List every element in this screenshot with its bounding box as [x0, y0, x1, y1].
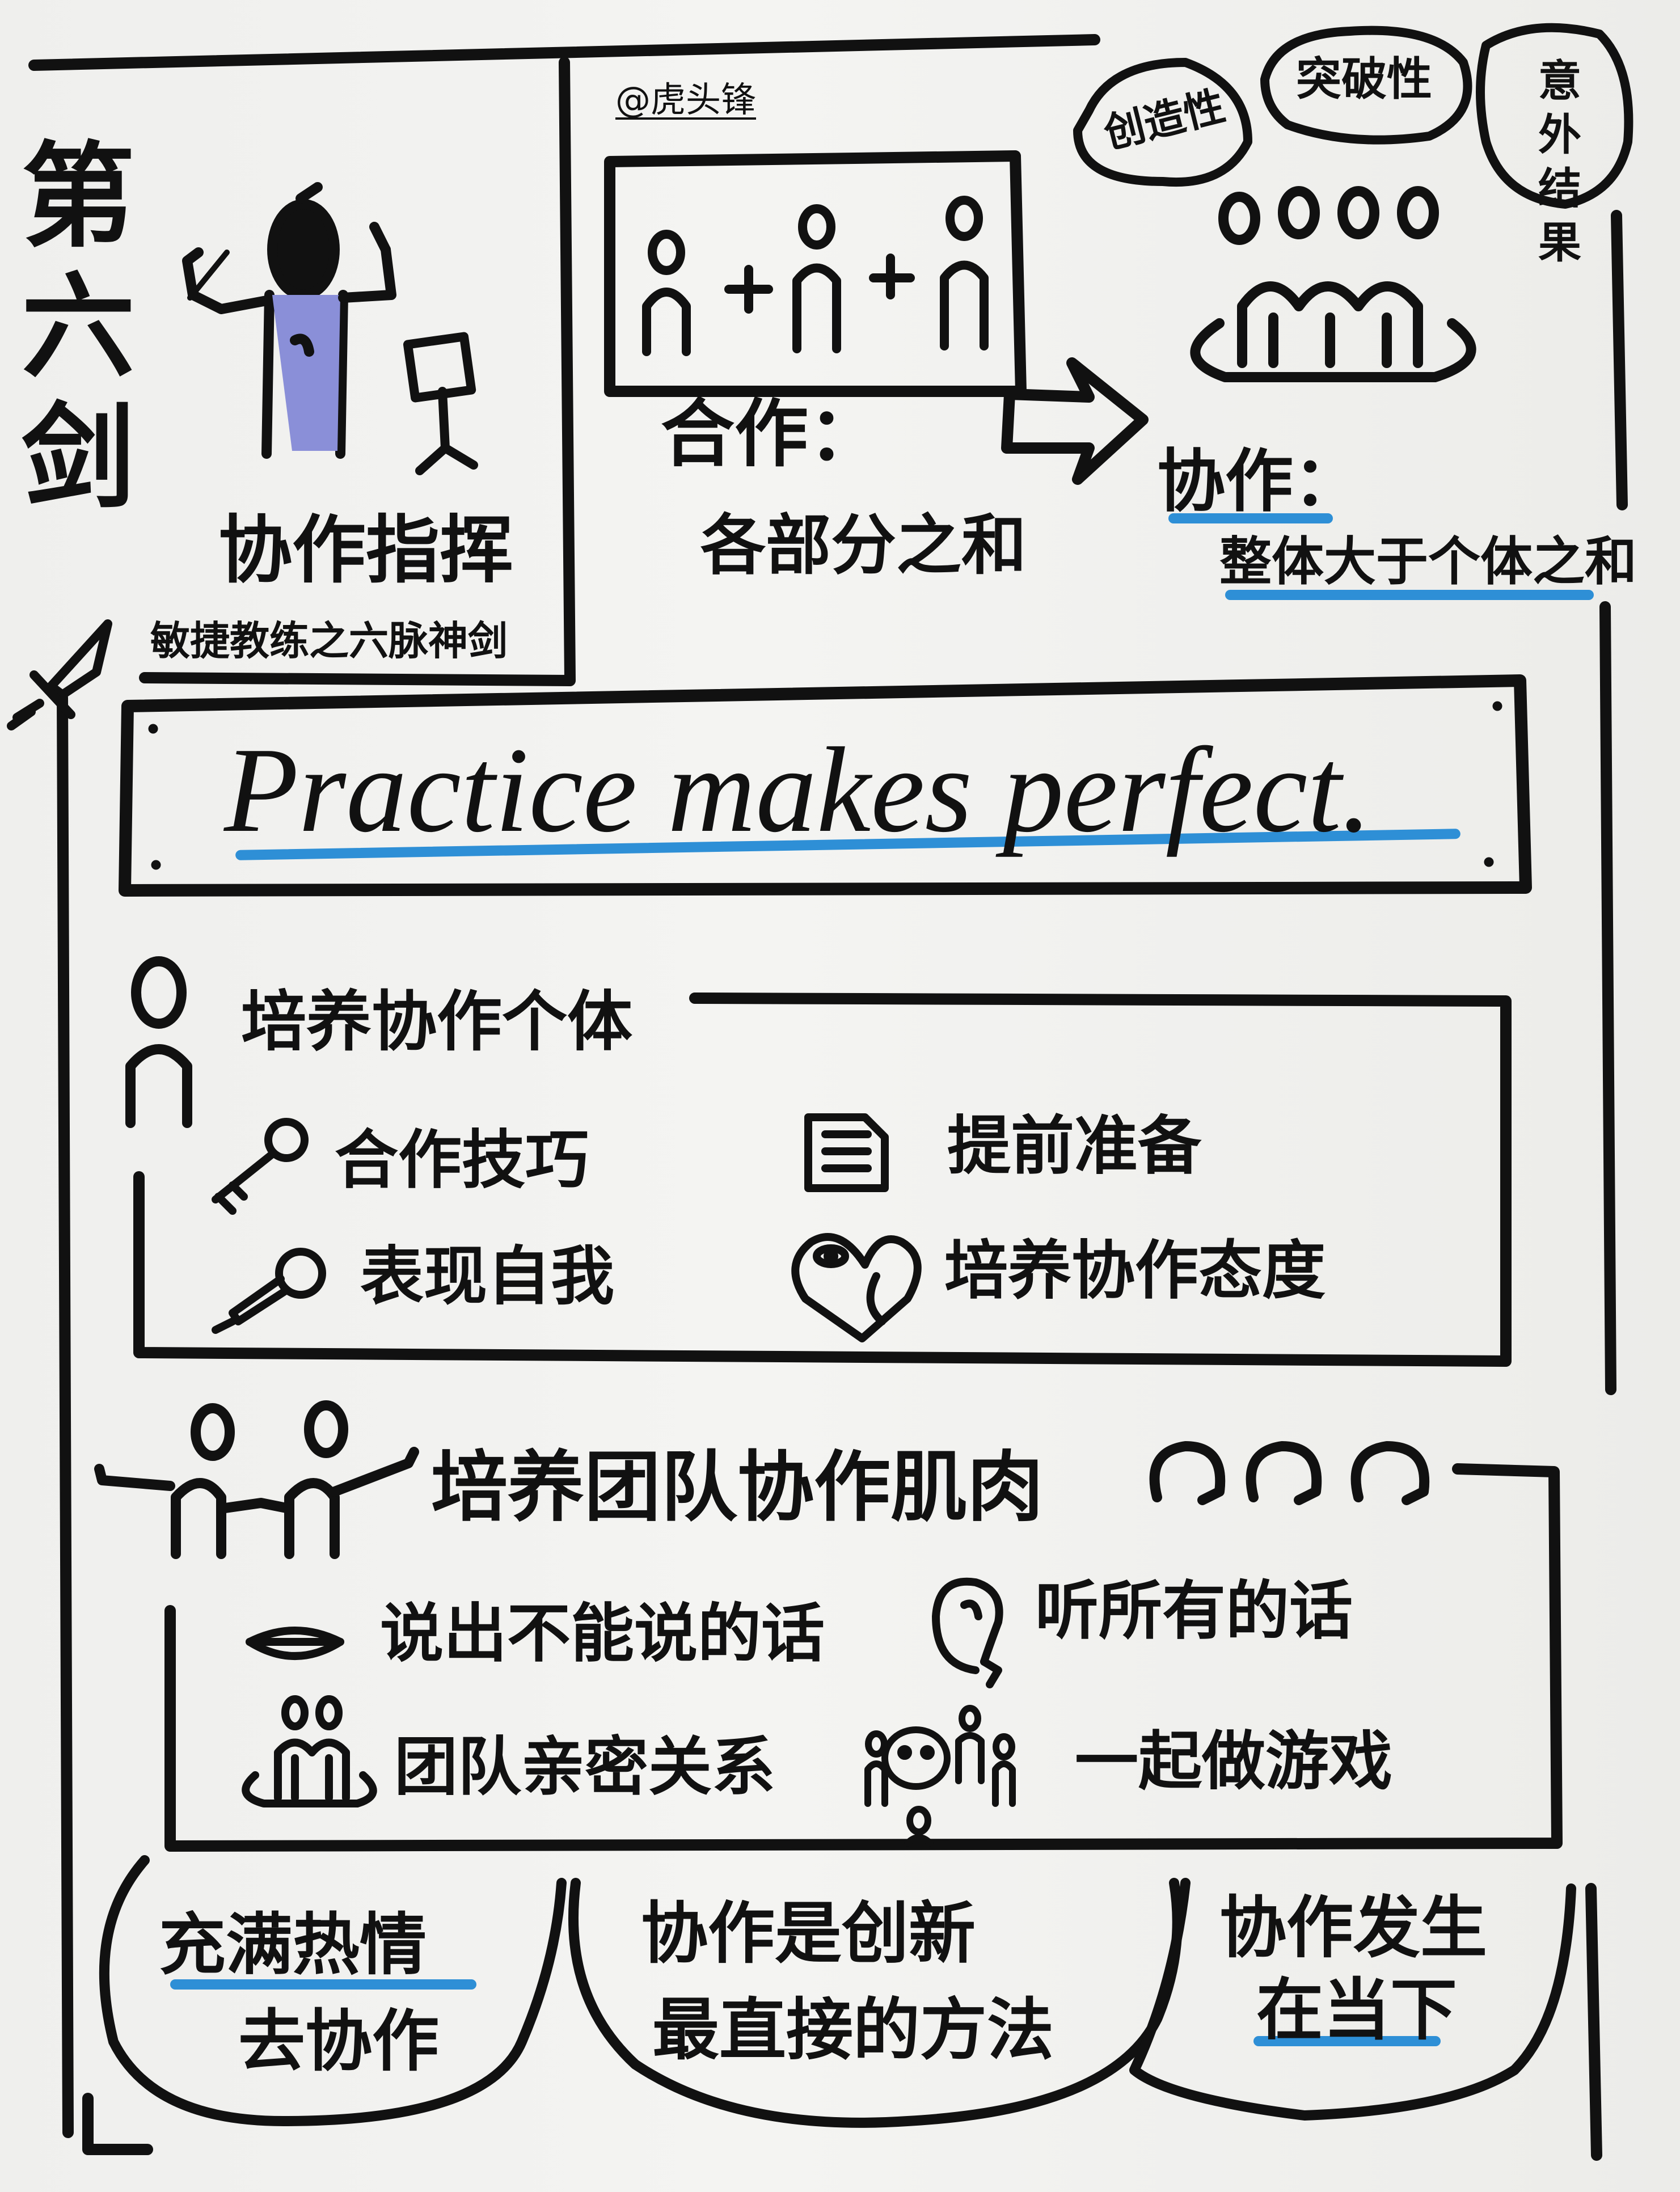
- footer-left-line2: 去协作: [238, 2002, 440, 2080]
- highlight-footer-left: [170, 1979, 476, 1990]
- ear-icon: [932, 1577, 1003, 1688]
- footer-middle-line2: 最直接的方法: [652, 1991, 1054, 2069]
- footer-middle-line1: 协作是创新: [641, 1894, 976, 1973]
- team-heading: 培养团队协作肌肉: [431, 1443, 1044, 1532]
- individual-box: [133, 992, 1512, 1367]
- individual-item-skills: 合作技巧: [335, 1124, 589, 1197]
- motto-text: Practice makes perfect.: [224, 722, 1372, 858]
- conductor-figure: [182, 182, 396, 459]
- highlight-footer-right: [1253, 2036, 1441, 2046]
- individual-person-icon: [125, 956, 192, 1128]
- individual-item-attitude: 培养协作态度: [944, 1234, 1326, 1308]
- microphone-icon: [212, 1248, 326, 1334]
- lips-icon: [246, 1627, 344, 1660]
- chapter-title: 第六剑: [2, 136, 135, 527]
- page-frame: [28, 34, 1628, 2161]
- team-box: [164, 1463, 1563, 1852]
- motto-box: [119, 674, 1532, 897]
- collaboration-label: 协作：: [1157, 442, 1361, 521]
- cooperation-people: [642, 196, 989, 356]
- footer-right-line2: 在当下: [1256, 1971, 1458, 2049]
- highlight-collab-desc: [1225, 590, 1594, 600]
- footer-bowls: [99, 1855, 1576, 2128]
- footer-right-line1: 协作发生: [1219, 1889, 1488, 1967]
- arrow-right-icon: [1001, 357, 1149, 485]
- tool-name: 协作指挥: [218, 507, 514, 593]
- individual-item-express: 表现自我: [360, 1240, 614, 1313]
- team-item-listen: 听所有的话: [1035, 1574, 1353, 1648]
- muscle-icons: [1149, 1441, 1430, 1505]
- team-icon: [242, 1695, 377, 1807]
- footer-left-line1: 充满热情: [159, 1906, 427, 1984]
- cooperation-desc: 各部分之和: [700, 508, 1027, 584]
- title-box: [139, 57, 576, 686]
- sword-icon: [7, 619, 112, 730]
- collaboration-desc: 整体大于个体之和: [1219, 531, 1637, 592]
- individual-item-prepare: 提前准备: [947, 1109, 1201, 1183]
- document-icon: [804, 1113, 889, 1192]
- watermark: @虎头锋: [615, 79, 757, 120]
- team-item-intimacy: 团队亲密关系: [394, 1730, 775, 1804]
- heart-eye-icon: [791, 1233, 922, 1342]
- team-item-games: 一起做游戏: [1075, 1725, 1392, 1798]
- baton: [187, 250, 230, 301]
- key-icon: [212, 1118, 309, 1215]
- cooperation-label: 合作：: [661, 391, 883, 477]
- bubble-breakthrough: 突破性: [1296, 53, 1432, 105]
- play-together-icon: [864, 1705, 1016, 1847]
- collaboration-group-icon: [1190, 186, 1476, 382]
- team-people-icon: [94, 1400, 419, 1559]
- highlight-collab-label: [1168, 513, 1333, 523]
- bubble-unexpected: 意外结果: [1538, 56, 1581, 268]
- bubbles: [1073, 23, 1633, 209]
- music-stand-icon: [403, 332, 478, 475]
- team-item-speak: 说出不能说的话: [380, 1597, 825, 1671]
- tool-subtitle: 敏捷教练之六脉神剑: [150, 618, 508, 664]
- individual-heading: 培养协作个体: [241, 984, 633, 1060]
